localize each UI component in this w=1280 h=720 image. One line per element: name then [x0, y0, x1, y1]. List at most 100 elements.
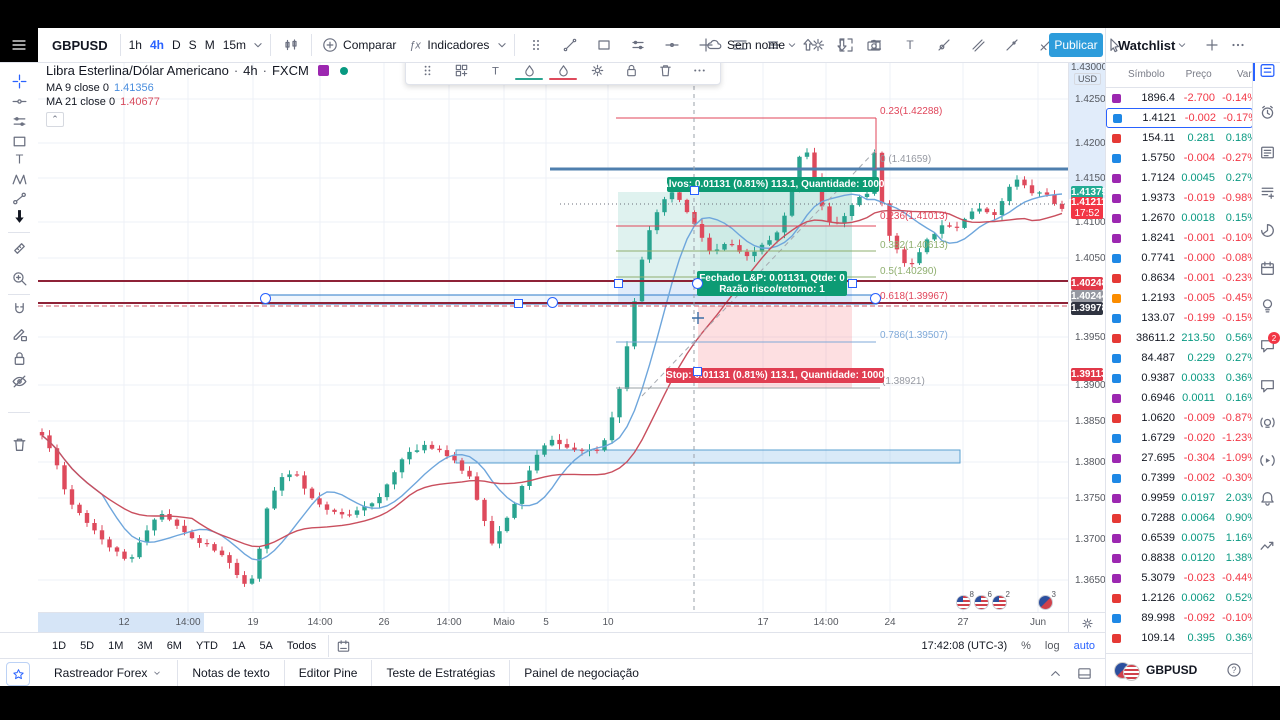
live-panel-button[interactable] — [1253, 445, 1280, 475]
rectangle-tool-button[interactable] — [5, 126, 33, 156]
ma21-label[interactable]: MA 21 close 0 — [46, 96, 116, 108]
xabcd-pattern-tool-button[interactable] — [5, 164, 33, 194]
cursor-tool-button[interactable] — [1097, 33, 1131, 57]
add-symbol-button[interactable] — [1203, 36, 1221, 54]
eye-cross-tool-button[interactable] — [5, 366, 33, 396]
bucket-teal-button[interactable] — [512, 58, 546, 82]
watchlist-row-XAGUS[interactable]: XAGUS27.695-0.304-1.09% — [1106, 448, 1257, 468]
pitchfork-tool-button[interactable] — [927, 33, 961, 57]
gear-button[interactable] — [580, 58, 614, 82]
chat-panel-button[interactable]: 2 — [1253, 330, 1280, 360]
arrow-up-tool-button[interactable] — [791, 33, 825, 57]
parallel-channel-tool-button[interactable] — [621, 33, 655, 57]
axis-settings-corner[interactable] — [1068, 612, 1106, 633]
layout-name-button[interactable]: Sem nome — [700, 32, 804, 58]
chevron-down-icon[interactable] — [494, 37, 510, 53]
calendar-panel-button[interactable] — [1253, 253, 1280, 283]
range-3M[interactable]: 3M — [137, 640, 153, 652]
rectangle-tool-button[interactable] — [587, 33, 621, 57]
indicators-button[interactable]: ƒx Indicadores — [401, 32, 494, 58]
timeframe-15m[interactable]: 15m — [222, 38, 247, 52]
horizontal-line-tool-button[interactable] — [655, 33, 689, 57]
magnet-tool-button[interactable] — [5, 294, 33, 324]
fib-channel-tool-button[interactable] — [757, 33, 791, 57]
chart-settings-button[interactable] — [804, 32, 832, 58]
expand-panel-icon[interactable] — [1047, 665, 1064, 682]
watchlist-row-GBPNZ[interactable]: GBPNZ1.9373-0.019-0.98% — [1106, 188, 1257, 208]
compare-button[interactable]: Comparar — [316, 32, 401, 58]
crosshair-tool-button[interactable] — [5, 66, 33, 96]
main-menu-button[interactable] — [0, 28, 38, 62]
bell-panel-button[interactable] — [1253, 483, 1280, 513]
snapshot-button[interactable] — [860, 32, 888, 58]
streams-panel-button[interactable] — [1253, 408, 1280, 438]
drag-handle-tool-button[interactable] — [519, 33, 553, 57]
range-5D[interactable]: 5D — [80, 640, 95, 652]
range-1M[interactable]: 1M — [108, 640, 124, 652]
watchlist-row-AUDUS[interactable]: AUDUS0.7741-0.000-0.08% — [1106, 248, 1257, 268]
watchlist-row-USDJP[interactable]: USDJP109.140.3950.36% — [1106, 628, 1257, 648]
fullscreen-button[interactable] — [832, 32, 860, 58]
timeframe-M[interactable]: M — [204, 38, 215, 52]
zoom-in-tool-button[interactable] — [5, 263, 33, 293]
flag-icon[interactable] — [317, 65, 329, 76]
text-tool-tool-button[interactable]: T — [893, 33, 927, 57]
timeframe-S[interactable]: S — [188, 38, 197, 52]
watchlist-row-EURGB[interactable]: EURGB0.8634-0.001-0.23% — [1106, 268, 1257, 288]
watchlist-row-EURNZ[interactable]: EURNZ1.6729-0.020-1.23% — [1106, 428, 1257, 448]
legend-collapse-button[interactable]: ⌃ — [46, 112, 64, 127]
timeframe-1h[interactable]: 1h — [128, 38, 142, 52]
tab-editor-pine[interactable]: Editor Pine — [283, 659, 372, 687]
dots-button[interactable] — [682, 58, 716, 82]
fib-retracement-tool-button[interactable] — [723, 33, 757, 57]
data-window-panel-button[interactable] — [1253, 177, 1280, 207]
range-Todos[interactable]: Todos — [286, 640, 317, 652]
pitchfork3-tool-button[interactable] — [995, 33, 1029, 57]
watchlist-title[interactable]: Watchlist — [1118, 37, 1176, 53]
news-panel-button[interactable] — [1253, 137, 1280, 167]
text-tool-tool-button[interactable]: T — [5, 144, 33, 174]
pitchfork2-tool-button[interactable] — [961, 33, 995, 57]
col-var[interactable]: Var — [1236, 69, 1252, 80]
forecast-tool-button[interactable] — [5, 183, 33, 213]
template-grid-button[interactable] — [444, 58, 478, 82]
text-tool-button[interactable]: T — [478, 58, 512, 82]
watchlist-menu-button[interactable] — [1229, 36, 1247, 54]
lock-tool-button[interactable] — [5, 343, 33, 373]
arrow-down-filled-tool-button[interactable] — [5, 201, 33, 231]
favorites-star-button[interactable] — [6, 662, 30, 686]
watchlist-row-USDBR[interactable]: USDBR5.3079-0.023-0.44% — [1106, 568, 1257, 588]
log-scale-button[interactable]: log — [1044, 640, 1060, 652]
chat-panel-button[interactable] — [1253, 370, 1280, 400]
chart-canvas[interactable] — [38, 62, 1068, 612]
legend-symbol-title[interactable]: Libra Esterlina/Dólar Americano — [46, 63, 229, 78]
time-axis[interactable]: 12 14:00 19 14:00 26 14:00 Maio 5 10 17 14:00 24 27 J… — [38, 612, 1068, 648]
watchlist-row-EURAU[interactable]: EURAU1.5750-0.004-0.27% — [1106, 148, 1257, 168]
watchlist-row-EURJP[interactable]: EURJP133.07-0.199-0.15% — [1106, 308, 1257, 328]
timeframe-4h[interactable]: 4h — [149, 38, 164, 52]
watchlist-row-EURUS[interactable]: EURUS1.2193-0.005-0.45% — [1106, 288, 1257, 308]
help-button[interactable]: ? — [1225, 661, 1243, 679]
watchlist-list-panel-button[interactable] — [1253, 55, 1280, 85]
watchlist-row-GBPAU[interactable]: GBPAU1.8241-0.001-0.10% — [1106, 228, 1257, 248]
legend-interval[interactable]: 4h — [243, 63, 258, 78]
col-simbolo[interactable]: Símbolo — [1128, 69, 1165, 80]
cross-line-tool-button[interactable] — [689, 33, 723, 57]
watchlist-row-XAUUS[interactable]: XAUUS1896.4-2.700-0.14% — [1106, 88, 1257, 108]
watchlist-row-CADJP[interactable]: CADJP89.998-0.092-0.10% — [1106, 608, 1257, 628]
watchlist-row-AUDNZ[interactable]: AUDNZ1.0620-0.009-0.87% — [1106, 408, 1257, 428]
dot-line-tool-button[interactable] — [5, 86, 33, 116]
auto-scale-button[interactable]: auto — [1073, 640, 1095, 652]
bucket-red-button[interactable] — [546, 58, 580, 82]
squiggle-panel-button[interactable] — [1253, 530, 1280, 560]
ruler-tool-button[interactable] — [5, 233, 33, 263]
